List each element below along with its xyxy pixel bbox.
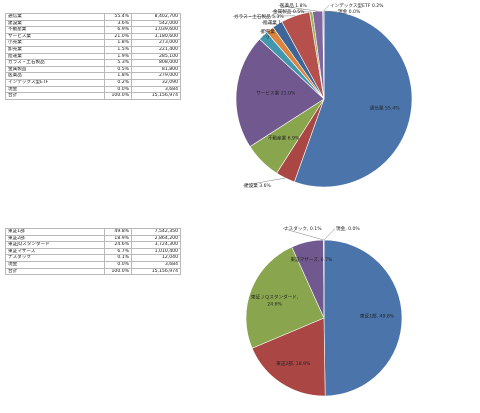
pie-slice-label: 不動産業 6.9% (268, 135, 300, 142)
pie-slice-label: 建設業 3.6% (244, 182, 272, 189)
table-row: 金属製品 0.5% 81,800 (5, 65, 181, 74)
pie-slice-label: 東証1部, 49.8% (360, 313, 395, 320)
pie-slice-label: 陸運業 1.9% (263, 19, 291, 26)
pie-leader-line (282, 228, 324, 241)
pie-slice-label: 卸売業 1.5% (261, 28, 289, 35)
table-cell-value: 15,156,974 (131, 267, 181, 276)
table-cell-value: 15,156,974 (131, 92, 181, 100)
pie-leader-line (262, 35, 266, 37)
pie-slice-label: サービス業 21.0% (256, 90, 296, 97)
pie-leader-line (242, 177, 286, 186)
pie-leader-line (261, 22, 278, 25)
pie-slice-label: ガラス・土石製品 5.3% (234, 13, 284, 20)
pie-leader-line (323, 228, 336, 241)
pie-slice-label: 現金, 0.0% (336, 225, 360, 232)
pie-slice-label: 通信業 55.4% (370, 105, 400, 112)
pie-leader-line (278, 5, 318, 12)
pie-slice (251, 317, 326, 397)
pie-slice-label: ナスダック, 0.1% (284, 225, 322, 232)
pie-slice (323, 239, 403, 397)
pie-leader-line (259, 29, 270, 32)
table-total-row: 合計 100.0% 15,156,974 (5, 267, 181, 276)
pie-slice-label: インデックス型ETF 0.2% (330, 2, 384, 9)
pie-slice-label: 東証ＪＱスタンダード, 24.6% (251, 294, 299, 308)
sector-data-table: 通信業 55.4% 8,402,700 建設業 3.6% 542,000 不動産業 6.9% 1… (5, 13, 181, 100)
pie-slice (235, 38, 325, 147)
pie-slice-label: 東証2部, 18.9% (276, 360, 311, 367)
market-data-table: 東証1部 49.8% 7,542,350 東証2部 18.9% 2,864,200 東証JQ… (5, 228, 181, 276)
table-total-row: 合計 100.0% 15,156,974 (5, 92, 181, 100)
pie-slice-label: 医薬品 1.8% (280, 2, 308, 9)
pie-slice-label: 東証マザーズ, 6.7% (290, 256, 333, 263)
pie-slice (293, 10, 413, 188)
pie-leader-line (232, 15, 296, 17)
pie-slice (245, 246, 325, 349)
pie-slice-label: 金属製品 0.5% (273, 8, 305, 15)
pie-leader-line (323, 5, 330, 12)
pie-slice-label: 現金 0.0% (338, 8, 361, 15)
